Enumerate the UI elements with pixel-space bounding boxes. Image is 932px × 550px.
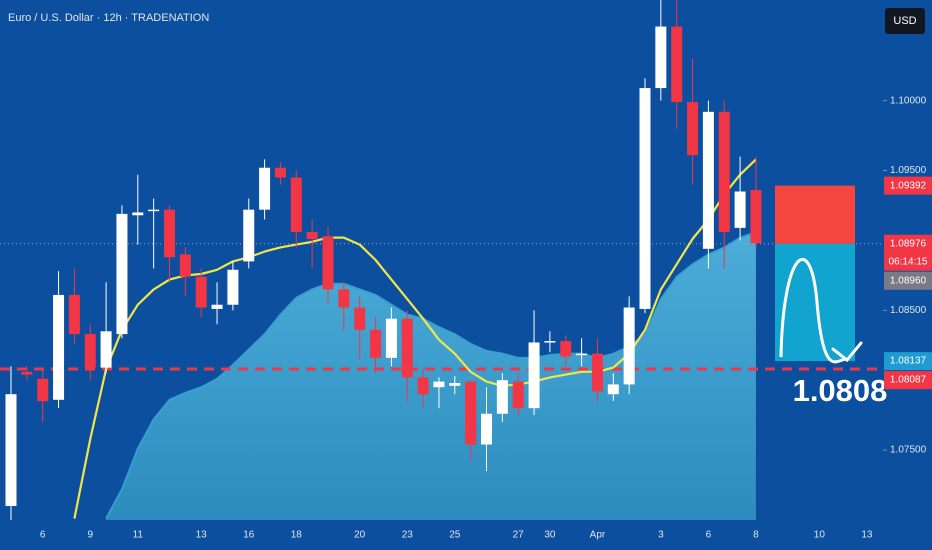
price-label-box <box>884 271 932 290</box>
candle-body <box>53 294 65 400</box>
candle-body <box>21 371 33 375</box>
candle-body <box>195 276 207 308</box>
y-tick-label: 1.09500 <box>890 165 927 176</box>
candle-body <box>179 254 191 277</box>
candle-body <box>607 384 619 395</box>
candle-body <box>148 209 160 212</box>
x-tick-label: 20 <box>354 530 366 541</box>
candle-body <box>576 353 588 356</box>
target-label: 1.0808 <box>793 373 888 408</box>
x-tick-label: 3 <box>658 530 664 541</box>
currency-button[interactable] <box>885 8 925 34</box>
price-label: 1.08976 <box>890 238 927 249</box>
candle-body <box>5 394 17 507</box>
candle-body <box>116 213 128 335</box>
x-tick-label: 30 <box>544 530 556 541</box>
projection-arrowhead <box>831 341 863 363</box>
price-label: 1.08087 <box>890 375 927 386</box>
candle-body <box>655 26 667 89</box>
candle-body <box>354 307 366 330</box>
candle-body <box>512 381 524 409</box>
candle-body <box>211 304 223 309</box>
x-tick-label: 27 <box>513 530 525 541</box>
grid-layer <box>0 243 883 371</box>
candle-body <box>734 191 746 228</box>
area-fill <box>106 232 756 520</box>
projection-curve <box>779 257 846 364</box>
candle-body <box>243 209 255 262</box>
candle-body <box>132 212 144 216</box>
candle-body <box>449 383 461 386</box>
candle-body <box>417 377 429 395</box>
candle-body <box>639 88 651 309</box>
x-tick-label: Apr <box>590 530 606 541</box>
price-label: 1.08137 <box>890 356 927 367</box>
y-tick-label: 1.07500 <box>890 445 927 456</box>
x-tick-label: 13 <box>196 530 208 541</box>
candle-body <box>718 111 730 233</box>
candle-body <box>481 413 492 445</box>
countdown: 06:14:15 <box>889 256 928 267</box>
x-tick-label: 9 <box>87 530 93 541</box>
price-label: 1.08960 <box>890 275 927 286</box>
price-label-box <box>884 371 932 390</box>
x-tick-label: 16 <box>243 530 255 541</box>
candle-body <box>433 381 445 388</box>
candle-body <box>227 269 239 305</box>
candle-body <box>37 378 49 402</box>
chart-title: Euro / U.S. Dollar · 12h · TRADENATION <box>8 12 209 24</box>
y-tick-label: 1.08500 <box>890 305 927 316</box>
candle-body <box>528 342 540 409</box>
candle-body <box>259 167 271 210</box>
position-layer: 1.0808 <box>775 185 888 408</box>
candle-body <box>338 289 350 308</box>
x-tick-label: 11 <box>133 530 144 541</box>
candle-layer <box>5 0 762 520</box>
candle-body <box>385 318 397 358</box>
candle-body <box>164 209 175 258</box>
candle-body <box>322 236 334 290</box>
x-tick-label: 6 <box>40 530 46 541</box>
candle-body <box>306 232 318 240</box>
candle-body <box>671 26 683 103</box>
stop-zone <box>775 185 855 244</box>
candle-body <box>68 294 80 335</box>
price-label-box <box>884 176 932 195</box>
candle-body <box>591 353 603 392</box>
x-tick-label: 23 <box>402 530 414 541</box>
x-tick-label: 18 <box>291 530 303 541</box>
candle-body <box>623 307 635 385</box>
price-label-box <box>884 352 932 371</box>
x-tick-label: 10 <box>814 530 826 541</box>
x-tick-label: 6 <box>706 530 712 541</box>
candle-body <box>496 380 508 414</box>
candle-body <box>544 341 556 343</box>
y-tick-label: 1.10000 <box>890 95 927 106</box>
area-layer <box>105 231 757 520</box>
candle-body <box>370 329 382 358</box>
axis-layer: 1.10000 1.09500 1.08500 1.07500 6 9 11 13 16 18 20… <box>40 95 932 541</box>
currency-label[interactable]: USD <box>893 15 916 27</box>
candle-body <box>100 331 112 368</box>
candle-body <box>84 334 96 368</box>
candle-body <box>290 177 302 233</box>
candle-body <box>401 318 413 378</box>
x-tick-label: 13 <box>861 530 873 541</box>
x-tick-label: 25 <box>449 530 461 541</box>
area-line <box>105 231 757 520</box>
candle-body <box>560 341 572 357</box>
x-tick-label: 8 <box>753 530 759 541</box>
profit-zone <box>775 243 855 362</box>
candle-body <box>750 190 762 244</box>
candle-body <box>687 102 699 156</box>
candle-body <box>465 381 477 445</box>
price-label: 1.09392 <box>890 180 927 191</box>
price-label-box <box>884 234 932 271</box>
candle-body <box>274 167 286 178</box>
candle-body <box>702 111 714 249</box>
